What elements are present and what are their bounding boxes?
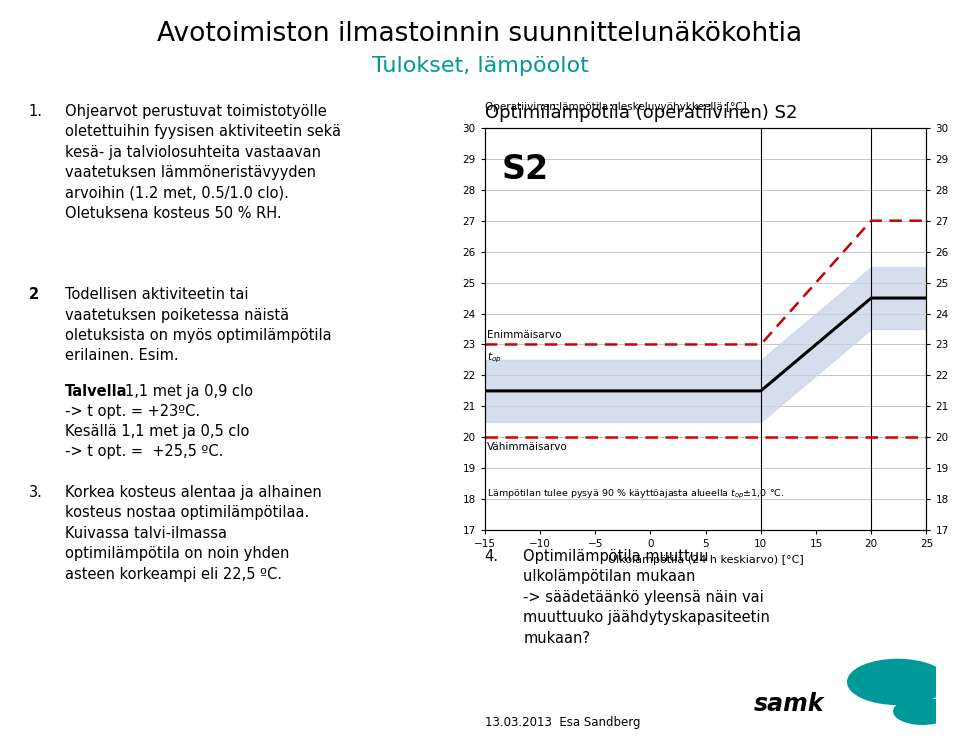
Text: Talvella: Talvella — [65, 384, 128, 399]
Text: Tulokset, lämpöolot: Tulokset, lämpöolot — [372, 56, 588, 77]
Circle shape — [848, 660, 948, 705]
Text: 1,1 met ja 0,9 clo: 1,1 met ja 0,9 clo — [125, 384, 252, 399]
Text: 4.: 4. — [485, 549, 499, 564]
Text: Optimilämpötila (operatiivinen) S2: Optimilämpötila (operatiivinen) S2 — [485, 104, 798, 122]
Text: Enimmäisarvo: Enimmäisarvo — [487, 330, 562, 340]
Text: 1.: 1. — [29, 104, 43, 119]
Text: Ohjearvot perustuvat toimistotyölle
oletettuihin fyysisen aktiviteetin sekä
kesä: Ohjearvot perustuvat toimistotyölle olet… — [65, 104, 342, 221]
Text: Lämpötilan tulee pysyä 90 % käyttöajasta alueella $t_{op}$±1,0 °C.: Lämpötilan tulee pysyä 90 % käyttöajasta… — [487, 488, 784, 502]
Text: Operatiivinen lämpötila oleskeluvyöhykkeellä [°C]: Operatiivinen lämpötila oleskeluvyöhykke… — [485, 102, 747, 112]
Text: 3.: 3. — [29, 485, 42, 500]
Text: S2: S2 — [501, 153, 548, 186]
Text: Todellisen aktiviteetin tai
vaatetuksen poiketessa näistä
oletuksista on myös op: Todellisen aktiviteetin tai vaatetuksen … — [65, 287, 332, 363]
Text: samk: samk — [754, 693, 824, 717]
Text: -> t opt. = +23ºC.: -> t opt. = +23ºC. — [65, 404, 201, 419]
Text: Vähimmäisarvo: Vähimmäisarvo — [487, 442, 567, 452]
Text: Optimilämpötila muuttuu
ulkolämpötilan mukaan
-> säädetäänkö yleensä näin vai
mu: Optimilämpötila muuttuu ulkolämpötilan m… — [523, 549, 770, 645]
Text: Korkea kosteus alentaa ja alhainen
kosteus nostaa optimilämpötilaa.
Kuivassa tal: Korkea kosteus alentaa ja alhainen koste… — [65, 485, 322, 581]
X-axis label: Ulkolämpötila (24 h keskiarvo) [°C]: Ulkolämpötila (24 h keskiarvo) [°C] — [608, 555, 804, 565]
Text: Kesällä 1,1 met ja 0,5 clo: Kesällä 1,1 met ja 0,5 clo — [65, 424, 250, 439]
Text: $\it{t}_{op}$: $\it{t}_{op}$ — [487, 350, 502, 365]
Text: -> t opt. =  +25,5 ºC.: -> t opt. = +25,5 ºC. — [65, 444, 224, 459]
Circle shape — [894, 699, 951, 724]
Text: Avotoimiston ilmastoinnin suunnittelunäkökohtia: Avotoimiston ilmastoinnin suunnittelunäk… — [157, 21, 803, 47]
Text: 13.03.2013  Esa Sandberg: 13.03.2013 Esa Sandberg — [485, 717, 640, 729]
Text: 2: 2 — [29, 287, 39, 302]
